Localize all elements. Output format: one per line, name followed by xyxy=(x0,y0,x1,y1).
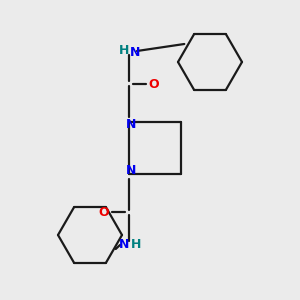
Text: N: N xyxy=(119,238,129,250)
Text: H: H xyxy=(131,238,141,251)
Text: N: N xyxy=(126,118,136,131)
Text: N: N xyxy=(126,164,136,178)
Text: O: O xyxy=(149,77,159,91)
Text: N: N xyxy=(130,46,140,59)
Text: H: H xyxy=(119,44,129,58)
Text: O: O xyxy=(99,206,109,218)
